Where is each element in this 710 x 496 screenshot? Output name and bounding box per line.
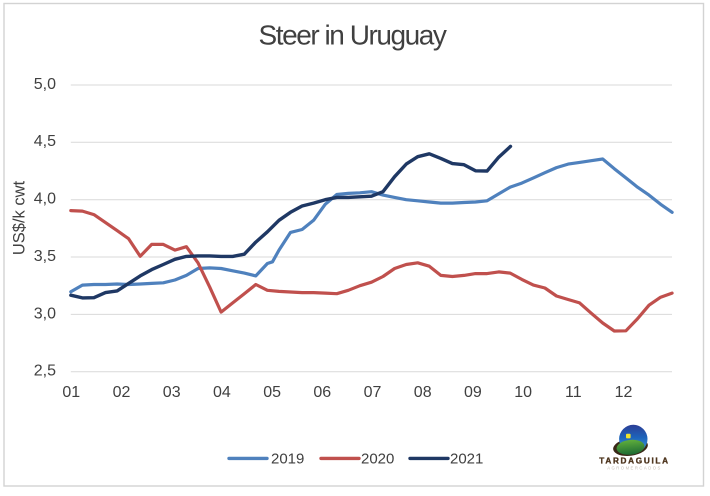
svg-text:5,0: 5,0: [34, 76, 56, 93]
svg-text:10: 10: [514, 384, 532, 401]
svg-text:3,5: 3,5: [34, 248, 56, 265]
svg-text:4,5: 4,5: [34, 133, 56, 150]
svg-text:04: 04: [213, 384, 231, 401]
svg-text:2021: 2021: [450, 451, 483, 468]
svg-text:07: 07: [364, 384, 382, 401]
svg-text:06: 06: [313, 384, 331, 401]
svg-text:01: 01: [62, 384, 80, 401]
svg-text:03: 03: [163, 384, 181, 401]
svg-text:TARDAGUILA: TARDAGUILA: [599, 457, 670, 466]
svg-text:US$/k cwt: US$/k cwt: [11, 180, 29, 255]
svg-text:2019: 2019: [271, 451, 304, 468]
svg-text:11: 11: [565, 384, 582, 401]
svg-text:3,0: 3,0: [34, 305, 56, 322]
svg-text:AGROMERCADOS: AGROMERCADOS: [607, 466, 662, 471]
svg-text:2,5: 2,5: [34, 363, 56, 380]
svg-text:09: 09: [464, 384, 482, 401]
svg-text:2020: 2020: [361, 451, 394, 468]
svg-text:05: 05: [263, 384, 281, 401]
svg-text:12: 12: [615, 384, 633, 401]
svg-text:08: 08: [414, 384, 432, 401]
svg-text:02: 02: [113, 384, 131, 401]
svg-text:4,0: 4,0: [34, 191, 56, 208]
svg-text:Steer in Uruguay: Steer in Uruguay: [259, 20, 447, 51]
